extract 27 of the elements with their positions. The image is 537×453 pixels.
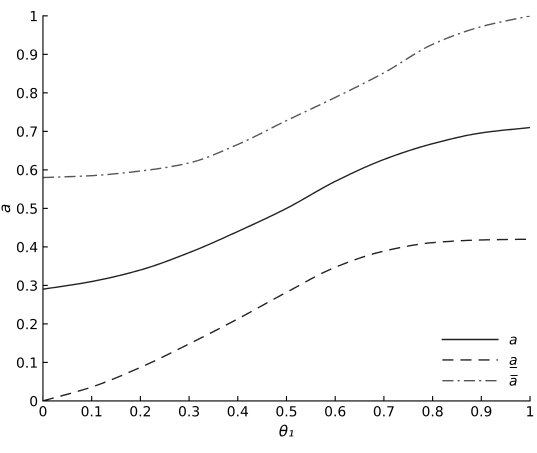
x-tick-label: 0.2 bbox=[130, 406, 150, 417]
y-tick-label: 0.8 bbox=[16, 88, 38, 98]
y-tick-label: 0.1 bbox=[16, 357, 37, 368]
y-tick-label: 0.3 bbox=[16, 280, 37, 291]
y-tick-label: 0 bbox=[30, 396, 38, 406]
y-axis-title: a bbox=[2, 204, 10, 212]
y-tick-label: 0.9 bbox=[16, 49, 38, 60]
legend-label: a̲ bbox=[510, 356, 518, 368]
x-tick-label: 0.6 bbox=[325, 406, 346, 417]
y-tick-label: 0.6 bbox=[16, 164, 38, 176]
x-tick-label: 0.4 bbox=[228, 406, 248, 417]
x-tick-label: 0.5 bbox=[276, 406, 296, 417]
y-tick-label: 0.2 bbox=[16, 318, 37, 330]
x-tick-label: 0.8 bbox=[422, 406, 443, 417]
y-tick-label: 0.4 bbox=[16, 242, 38, 252]
x-tick-label: 0.3 bbox=[178, 406, 200, 417]
x-tick-label: 0.9 bbox=[471, 406, 492, 417]
x-tick-label: 1 bbox=[527, 406, 534, 416]
legend-label: a̅ bbox=[510, 375, 518, 386]
y-tick-label: 0.5 bbox=[16, 203, 37, 214]
y-tick-label: 1 bbox=[30, 11, 37, 22]
y-tick-label: 0.7 bbox=[16, 126, 37, 137]
x-tick-label: 0.7 bbox=[374, 406, 394, 417]
x-tick-label: 0 bbox=[39, 406, 46, 417]
x-tick-label: 0.1 bbox=[82, 406, 102, 417]
x-axis-title: θ₁ bbox=[279, 424, 294, 437]
legend-label: a bbox=[510, 336, 517, 345]
